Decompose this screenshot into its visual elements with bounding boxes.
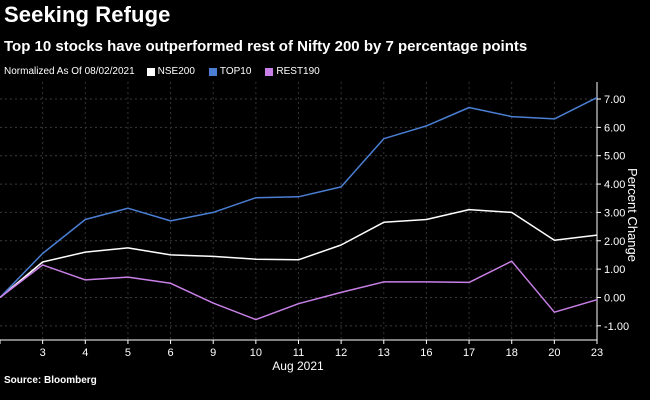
series-line-nse200 [0, 208, 598, 299]
x-tick-label: 5 [125, 347, 131, 359]
y-tick-label: 7.00 [604, 94, 625, 106]
series-lines [0, 96, 598, 321]
legend-label-nse200: NSE200 [157, 66, 195, 77]
x-tick-label: 23 [591, 347, 603, 359]
series-line-top10 [0, 96, 598, 299]
x-tick-label: 6 [168, 347, 174, 359]
y-tick-label: -1.00 [604, 321, 629, 333]
legend-label-top10: TOP10 [219, 66, 252, 77]
legend-swatch-top10 [208, 67, 217, 76]
legend-swatch-nse200 [146, 67, 155, 76]
x-tick-label: 9 [210, 347, 216, 359]
legend-label-rest190: REST190 [276, 66, 320, 77]
y-tick-label: 1.00 [604, 264, 625, 276]
x-tick-label: 18 [506, 347, 518, 359]
source-note: Source: Bloomberg [4, 375, 97, 386]
x-tick-label: 16 [420, 347, 432, 359]
series-line-rest190 [0, 260, 598, 321]
legend-item-top10: TOP10 [208, 66, 252, 77]
y-tick-label: 3.00 [604, 207, 625, 219]
y-tick-label: 0.00 [604, 292, 625, 304]
x-tick-label: 10 [250, 347, 262, 359]
y-tick-label: 4.00 [604, 179, 625, 191]
chart-subtitle: Top 10 stocks have outperformed rest of … [4, 38, 528, 55]
x-tick-label: 12 [335, 347, 347, 359]
legend: Normalized As Of 08/02/2021 NSE200 TOP10… [4, 66, 334, 77]
x-tick-label: 11 [293, 347, 304, 359]
chart-title: Seeking Refuge [4, 2, 171, 27]
grid-lines [0, 82, 598, 340]
x-tick-label: 20 [548, 347, 560, 359]
legend-item-rest190: REST190 [265, 66, 320, 77]
x-tick-label: 17 [463, 347, 475, 359]
y-tick-label: 6.00 [604, 122, 625, 134]
axes: Aug 2021 Percent Change 7.00 6.00 5.00 4.00… [0, 82, 640, 373]
y-axis-label: Percent Change [625, 168, 640, 262]
y-tick-label: 2.00 [604, 236, 625, 248]
x-tick-label: 4 [82, 347, 88, 359]
legend-swatch-rest190 [265, 67, 274, 76]
legend-item-nse200: NSE200 [146, 66, 195, 77]
legend-note: Normalized As Of 08/02/2021 [4, 66, 135, 77]
x-tick-label: 13 [378, 347, 390, 359]
x-tick-label: 3 [40, 347, 46, 359]
y-tick-label: 5.00 [604, 151, 625, 163]
x-axis-label: Aug 2021 [272, 359, 324, 373]
